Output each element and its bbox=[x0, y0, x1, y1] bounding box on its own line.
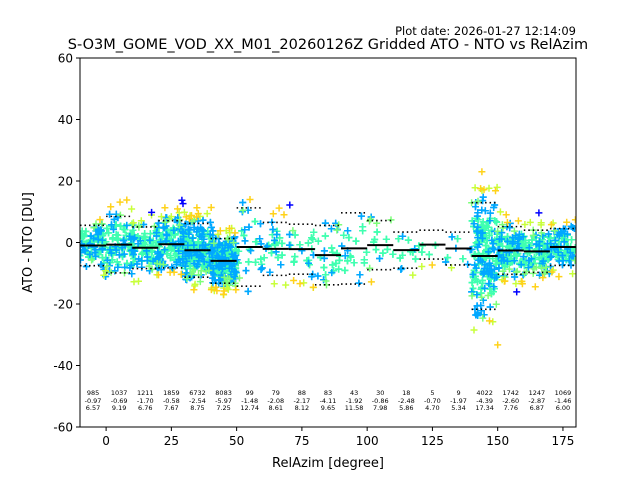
bin-n-label: 4022 bbox=[476, 389, 493, 397]
bin-std-label: 6.87 bbox=[530, 404, 544, 412]
bin-mean-label: -1.70 bbox=[137, 397, 154, 405]
bin-std-label: 4.70 bbox=[425, 404, 439, 412]
bin-n-label: 1037 bbox=[111, 389, 128, 397]
bin-n-label: 1211 bbox=[137, 389, 154, 397]
scatter-points bbox=[80, 168, 576, 349]
bin-n-label: 18 bbox=[402, 389, 410, 397]
x-axis-label: RelAzim [degree] bbox=[272, 456, 384, 471]
bin-mean-label: -4.11 bbox=[320, 397, 337, 405]
bin-mean-label: -0.97 bbox=[85, 397, 102, 405]
bin-mean-label: -2.54 bbox=[189, 397, 206, 405]
y-tick-label: -40 bbox=[53, 359, 73, 373]
bin-n-label: 88 bbox=[298, 389, 306, 397]
bin-n-label: 43 bbox=[350, 389, 358, 397]
scatter-series-8 bbox=[148, 196, 543, 296]
scatter-series-7 bbox=[96, 168, 576, 349]
bin-std-label: 7.98 bbox=[373, 404, 387, 412]
bin-mean-label: -2.60 bbox=[502, 397, 519, 405]
bin-n-label: 8083 bbox=[215, 389, 232, 397]
bin-labels: 985-0.976.57 1037-0.699.19 1211-1.706.76 18… bbox=[85, 389, 572, 412]
x-tick-label: 125 bbox=[421, 434, 444, 448]
bin-n-label: 30 bbox=[376, 389, 384, 397]
bin-std-label: 7.67 bbox=[164, 404, 178, 412]
bin-mean-label: -2.08 bbox=[267, 397, 284, 405]
x-tick-label: 100 bbox=[356, 434, 379, 448]
x-axis: 0 25 50 75 100 125 150 175 bbox=[102, 427, 574, 448]
plot-date: Plot date: 2026-01-27 12:14:09 bbox=[395, 24, 576, 38]
bin-std-label: 17.34 bbox=[475, 404, 494, 412]
bin-statistics bbox=[80, 201, 576, 311]
bin-std-label: 9.19 bbox=[112, 404, 126, 412]
bin-mean-label: -0.69 bbox=[111, 397, 128, 405]
bin-std-label: 5.34 bbox=[451, 404, 465, 412]
bin-mean-label: -5.97 bbox=[215, 397, 232, 405]
bin-n-label: 985 bbox=[87, 389, 99, 397]
bin-mean-label: -1.97 bbox=[450, 397, 467, 405]
bin-std-label: 8.75 bbox=[190, 404, 204, 412]
bin-std-label: 8.12 bbox=[295, 404, 309, 412]
bin-std-label: 9.65 bbox=[321, 404, 335, 412]
bin-n-label: 1859 bbox=[163, 389, 180, 397]
y-tick-label: 60 bbox=[58, 52, 73, 66]
bin-n-label: 99 bbox=[246, 389, 254, 397]
bin-std-label: 12.74 bbox=[240, 404, 259, 412]
bin-std-label: 6.76 bbox=[138, 404, 152, 412]
bin-std-label: 11.58 bbox=[345, 404, 364, 412]
bin-mean-label: -1.46 bbox=[555, 397, 572, 405]
x-tick-label: 75 bbox=[294, 434, 309, 448]
bin-mean-label: -0.86 bbox=[372, 397, 389, 405]
bin-mean-label: -0.58 bbox=[163, 397, 180, 405]
bin-std-label: 6.00 bbox=[556, 404, 570, 412]
x-tick-label: 50 bbox=[229, 434, 244, 448]
bin-mean-label: -1.92 bbox=[346, 397, 363, 405]
y-tick-label: 40 bbox=[58, 113, 73, 127]
x-tick-label: 0 bbox=[102, 434, 110, 448]
bin-std-label: 5.86 bbox=[399, 404, 413, 412]
bin-mean-label: -2.87 bbox=[528, 397, 545, 405]
chart-title: S-O3M_GOME_VOD_XX_M01_20260126Z Gridded … bbox=[68, 37, 588, 53]
y-tick-label: 0 bbox=[65, 236, 73, 250]
bin-n-label: 79 bbox=[272, 389, 280, 397]
bin-mean-label: -4.39 bbox=[476, 397, 493, 405]
bin-n-label: 1247 bbox=[529, 389, 546, 397]
y-axis-label: ATO - NTO [DU] bbox=[21, 192, 36, 293]
bin-n-label: 83 bbox=[324, 389, 332, 397]
bin-n-label: 1742 bbox=[502, 389, 519, 397]
bin-n-label: 1069 bbox=[555, 389, 572, 397]
bin-mean-label: -2.17 bbox=[293, 397, 310, 405]
y-tick-label: -20 bbox=[53, 298, 73, 312]
bin-std-label: 6.57 bbox=[86, 404, 100, 412]
bin-n-label: 9 bbox=[456, 389, 460, 397]
x-tick-label: 25 bbox=[164, 434, 179, 448]
y-axis: -60 -40 -20 0 20 40 60 bbox=[53, 52, 80, 435]
bin-std-label: 7.25 bbox=[216, 404, 230, 412]
x-tick-label: 175 bbox=[551, 434, 574, 448]
y-tick-label: -60 bbox=[53, 421, 73, 435]
bin-std-label: 8.61 bbox=[269, 404, 283, 412]
bin-mean-label: -0.70 bbox=[424, 397, 441, 405]
x-tick-label: 150 bbox=[486, 434, 509, 448]
bin-mean-label: -1.48 bbox=[241, 397, 258, 405]
scatter-series-5 bbox=[88, 197, 576, 322]
y-tick-label: 20 bbox=[58, 175, 73, 189]
bin-n-label: 5 bbox=[430, 389, 434, 397]
bin-std-label: 7.76 bbox=[503, 404, 517, 412]
bin-mean-label: -2.48 bbox=[398, 397, 415, 405]
bin-n-label: 6732 bbox=[189, 389, 206, 397]
